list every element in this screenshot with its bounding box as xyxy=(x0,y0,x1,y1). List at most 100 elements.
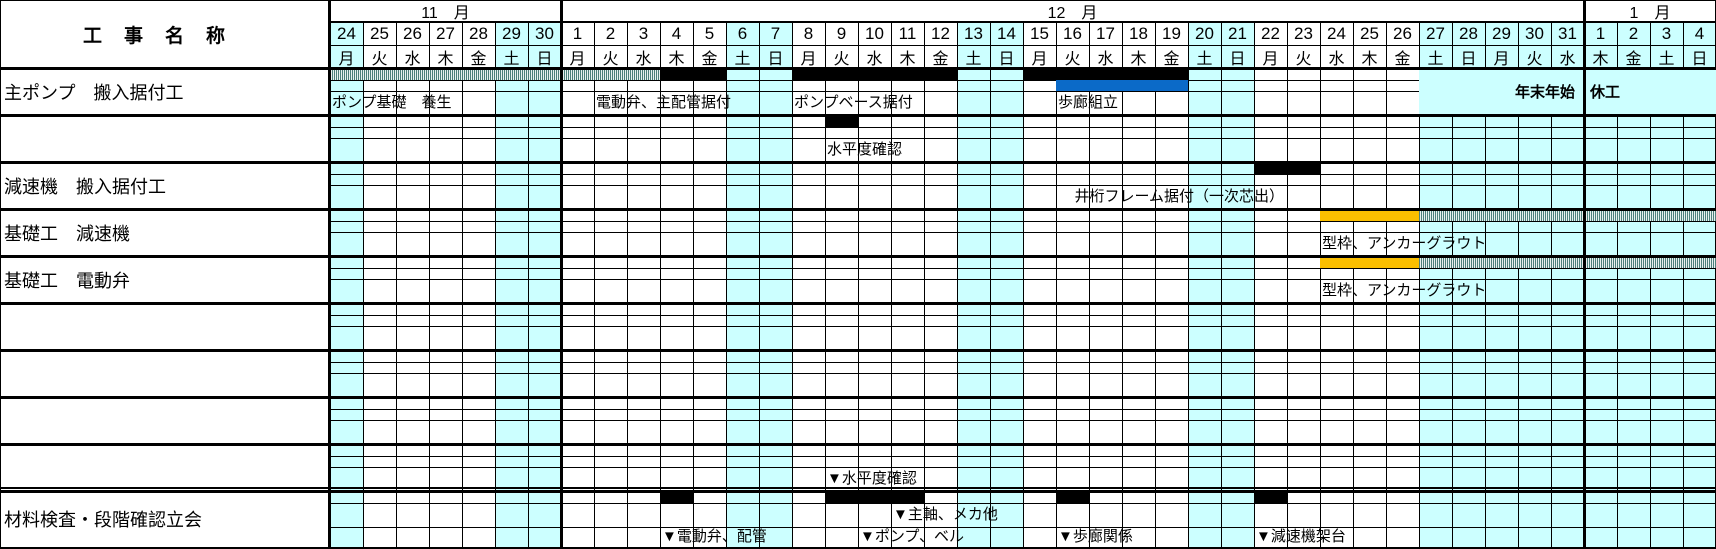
day-number: 26 xyxy=(403,24,422,43)
schedule-bar-hatch xyxy=(1419,209,1716,221)
day-number: 25 xyxy=(370,24,389,43)
day-number: 12 xyxy=(931,24,950,43)
day-number: 8 xyxy=(803,24,814,43)
schedule-label: 型枠、アンカーグラウト xyxy=(1322,235,1487,252)
section-border xyxy=(0,161,1716,164)
grid-line xyxy=(396,22,397,547)
weekday: 日 xyxy=(1691,51,1708,68)
holiday-column xyxy=(990,22,1023,547)
schedule-label: ▼水平度確認 xyxy=(827,470,917,487)
schedule-label: ▼減速機架台 xyxy=(1256,528,1346,545)
grid-line xyxy=(825,22,826,547)
day-number: 28 xyxy=(1459,24,1478,43)
weekday: 日 xyxy=(998,51,1015,68)
grid-line xyxy=(1188,22,1189,547)
section-name: 基礎工 減速機 xyxy=(4,223,130,244)
section-name: 減速機 搬入据付工 xyxy=(4,176,166,197)
day-number: 2 xyxy=(605,24,616,43)
schedule-bar-black xyxy=(1254,491,1287,503)
day-number: 25 xyxy=(1360,24,1379,43)
weekday: 金 xyxy=(932,51,949,68)
weekday: 土 xyxy=(503,51,520,68)
section-name: 主ポンプ 搬入据付工 xyxy=(4,82,184,103)
holiday-column xyxy=(528,22,561,547)
weekday: 金 xyxy=(1625,51,1642,68)
section-border xyxy=(0,396,1716,399)
grid-line xyxy=(759,22,760,547)
weekday: 水 xyxy=(866,51,883,68)
month-border xyxy=(560,0,563,547)
weekday: 日 xyxy=(1229,51,1246,68)
day-number: 30 xyxy=(535,24,554,43)
day-number: 13 xyxy=(964,24,983,43)
weekday: 月 xyxy=(569,51,586,68)
grid-line xyxy=(462,22,463,547)
grid-line xyxy=(429,22,430,547)
day-number: 3 xyxy=(1661,24,1672,43)
weekday: 日 xyxy=(1460,51,1477,68)
day-number: 18 xyxy=(1129,24,1148,43)
schedule-label: ▼歩廊関係 xyxy=(1058,528,1133,545)
grid-line xyxy=(328,0,331,547)
schedule-label: 電動弁、主配管据付 xyxy=(596,94,732,111)
day-number: 17 xyxy=(1096,24,1115,43)
day-number: 2 xyxy=(1628,24,1639,43)
day-number: 26 xyxy=(1393,24,1412,43)
grid-line xyxy=(891,22,892,547)
weekday: 金 xyxy=(1394,51,1411,68)
day-number: 11 xyxy=(898,24,917,43)
day-number: 27 xyxy=(1426,24,1445,43)
weekday: 火 xyxy=(1064,51,1081,68)
weekday: 土 xyxy=(734,51,751,68)
schedule-bar-black xyxy=(660,491,693,503)
schedule-bar-black xyxy=(825,491,924,503)
grid-line xyxy=(0,0,1,547)
grid-line xyxy=(1617,22,1618,547)
grid-line xyxy=(924,22,925,547)
grid-line xyxy=(528,22,529,547)
grid-line xyxy=(1122,22,1123,547)
day-number: 31 xyxy=(1558,24,1577,43)
schedule-label: 井桁フレーム据付（一次芯出） xyxy=(1074,188,1285,205)
weekday: 土 xyxy=(1658,51,1675,68)
weekday: 木 xyxy=(1592,51,1609,68)
holiday-column xyxy=(330,22,363,547)
weekday: 木 xyxy=(1130,51,1147,68)
day-number: 6 xyxy=(737,24,748,43)
grid-line xyxy=(363,22,364,547)
section-name: 基礎工 電動弁 xyxy=(4,270,130,291)
day-number: 9 xyxy=(836,24,847,43)
schedule-label: 水平度確認 xyxy=(827,141,903,158)
day-number: 4 xyxy=(671,24,682,43)
day-number: 21 xyxy=(1228,24,1247,43)
grid-line xyxy=(1287,22,1288,547)
section-border xyxy=(0,255,1716,258)
grid-line xyxy=(1155,22,1156,547)
schedule-label: ▼主軸、メカ他 xyxy=(893,506,998,523)
day-number: 22 xyxy=(1261,24,1280,43)
day-number: 14 xyxy=(997,24,1016,43)
day-number: 29 xyxy=(502,24,521,43)
weekday: 火 xyxy=(833,51,850,68)
weekday: 日 xyxy=(536,51,553,68)
day-number: 29 xyxy=(1492,24,1511,43)
weekday: 木 xyxy=(437,51,454,68)
grid-line xyxy=(1419,22,1420,547)
grid-line xyxy=(1320,22,1321,547)
weekday: 火 xyxy=(1295,51,1312,68)
grid-line xyxy=(1386,22,1387,547)
day-number: 27 xyxy=(436,24,455,43)
weekday: 金 xyxy=(1163,51,1180,68)
grid-line xyxy=(495,22,496,547)
grid-line xyxy=(1485,22,1486,547)
schedule-bar-black xyxy=(825,115,858,127)
day-number: 24 xyxy=(1327,24,1346,43)
grid-line xyxy=(792,22,793,547)
holiday-column xyxy=(1221,22,1254,547)
weekday: 土 xyxy=(1196,51,1213,68)
day-number: 5 xyxy=(704,24,715,43)
weekday: 土 xyxy=(1427,51,1444,68)
day-number: 1 xyxy=(572,24,583,43)
section-border xyxy=(0,208,1716,211)
weekday: 水 xyxy=(1097,51,1114,68)
